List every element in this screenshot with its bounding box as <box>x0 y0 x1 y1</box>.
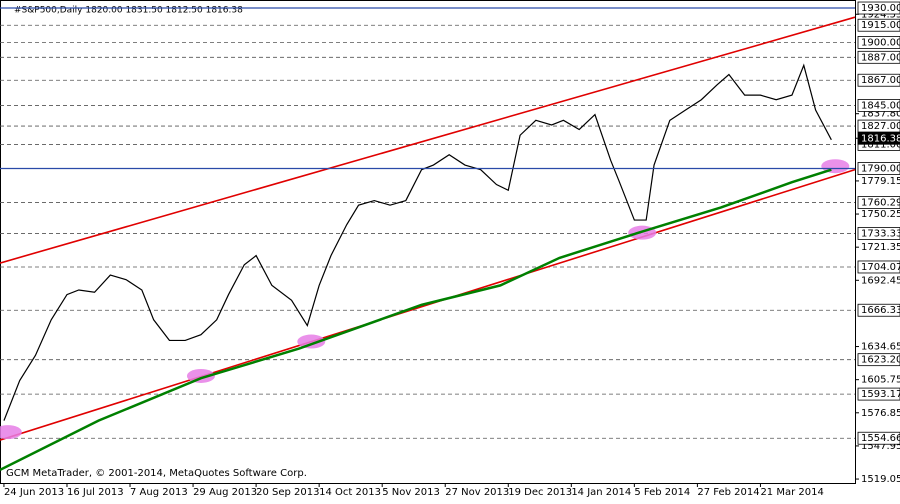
trendline <box>0 168 856 441</box>
trendline <box>0 16 856 264</box>
level-label: 1811.00 <box>861 139 900 150</box>
y-tick-label: 1924.55 <box>861 9 900 20</box>
level-label: 1554.66 <box>861 433 900 444</box>
x-tick-label: 20 Sep 2013 <box>256 487 319 498</box>
x-tick-label: 27 Feb 2014 <box>697 487 759 498</box>
highlight <box>0 425 22 440</box>
plot-frame <box>0 0 856 484</box>
x-tick-label: 21 Mar 2014 <box>760 487 823 498</box>
level-box <box>857 260 900 274</box>
level-box <box>857 353 900 367</box>
y-tick-label: 1576.85 <box>861 408 900 419</box>
y-tick-label: 1837.80 <box>861 109 900 120</box>
header: #S&P500,Daily 1820.00 1831.50 1812.50 18… <box>14 6 243 16</box>
y-tick-label: 1779.15 <box>861 176 900 187</box>
level-box <box>857 73 900 87</box>
level-box <box>857 99 900 112</box>
level-box <box>857 303 900 317</box>
blue-level-label: 1790.00 <box>861 163 900 174</box>
current-price-box <box>857 131 900 145</box>
x-tick-label: 19 Dec 2013 <box>508 487 572 498</box>
level-label: 1760.29 <box>861 198 900 209</box>
y-tick-label: 1692.45 <box>861 275 900 286</box>
x-tick-label: 24 Jun 2013 <box>4 487 64 498</box>
x-tick-label: 5 Feb 2014 <box>634 487 690 498</box>
x-tick-label: 16 Jul 2013 <box>67 487 124 498</box>
level-label: 1593.17 <box>861 389 900 400</box>
level-box <box>857 387 900 401</box>
blue-level-box <box>857 1 900 15</box>
x-tick-label: 27 Nov 2013 <box>445 487 509 498</box>
level-label: 1733.33 <box>861 228 900 239</box>
level-label: 1623.20 <box>861 355 900 366</box>
level-box <box>857 50 900 64</box>
highlight <box>297 334 326 349</box>
highlight <box>186 368 215 383</box>
level-box <box>857 227 900 240</box>
level-label: 1827.00 <box>861 121 900 132</box>
x-tick-label: 7 Aug 2013 <box>130 487 188 498</box>
level-box <box>857 431 900 445</box>
y-tick-label: 1547.95 <box>861 441 900 452</box>
y-tick-label: 1721.35 <box>861 242 900 253</box>
level-label: 1867.00 <box>861 75 900 86</box>
level-label: 1887.00 <box>861 52 900 63</box>
current-price-label: 1816.38 <box>861 133 900 144</box>
x-tick-label: 14 Oct 2013 <box>319 487 381 498</box>
price-line <box>3 63 832 421</box>
level-box <box>857 196 900 209</box>
price-line <box>0 168 832 472</box>
x-tick-label: 14 Jan 2014 <box>571 487 631 498</box>
x-tick-label: 29 Aug 2013 <box>193 487 257 498</box>
y-tick-label: 1634.65 <box>861 342 900 353</box>
level-box <box>857 18 900 32</box>
blue-level-box <box>857 162 900 175</box>
level-label: 1915.00 <box>861 20 900 31</box>
level-label: 1900.00 <box>861 37 900 48</box>
y-tick-label: 1750.25 <box>861 209 900 220</box>
blue-level-label: 1930.00 <box>861 3 900 14</box>
level-label: 1704.07 <box>861 262 900 273</box>
footer: GCM MetaTrader, © 2001-2014, MetaQuotes … <box>6 468 307 479</box>
level-box <box>857 36 900 49</box>
y-tick-label: 1605.75 <box>861 375 900 386</box>
x-tick-label: 5 Nov 2013 <box>382 487 440 498</box>
level-label: 1666.33 <box>861 305 900 316</box>
y-tick-label: 1519.05 <box>861 474 900 485</box>
level-label: 1845.00 <box>861 100 900 111</box>
